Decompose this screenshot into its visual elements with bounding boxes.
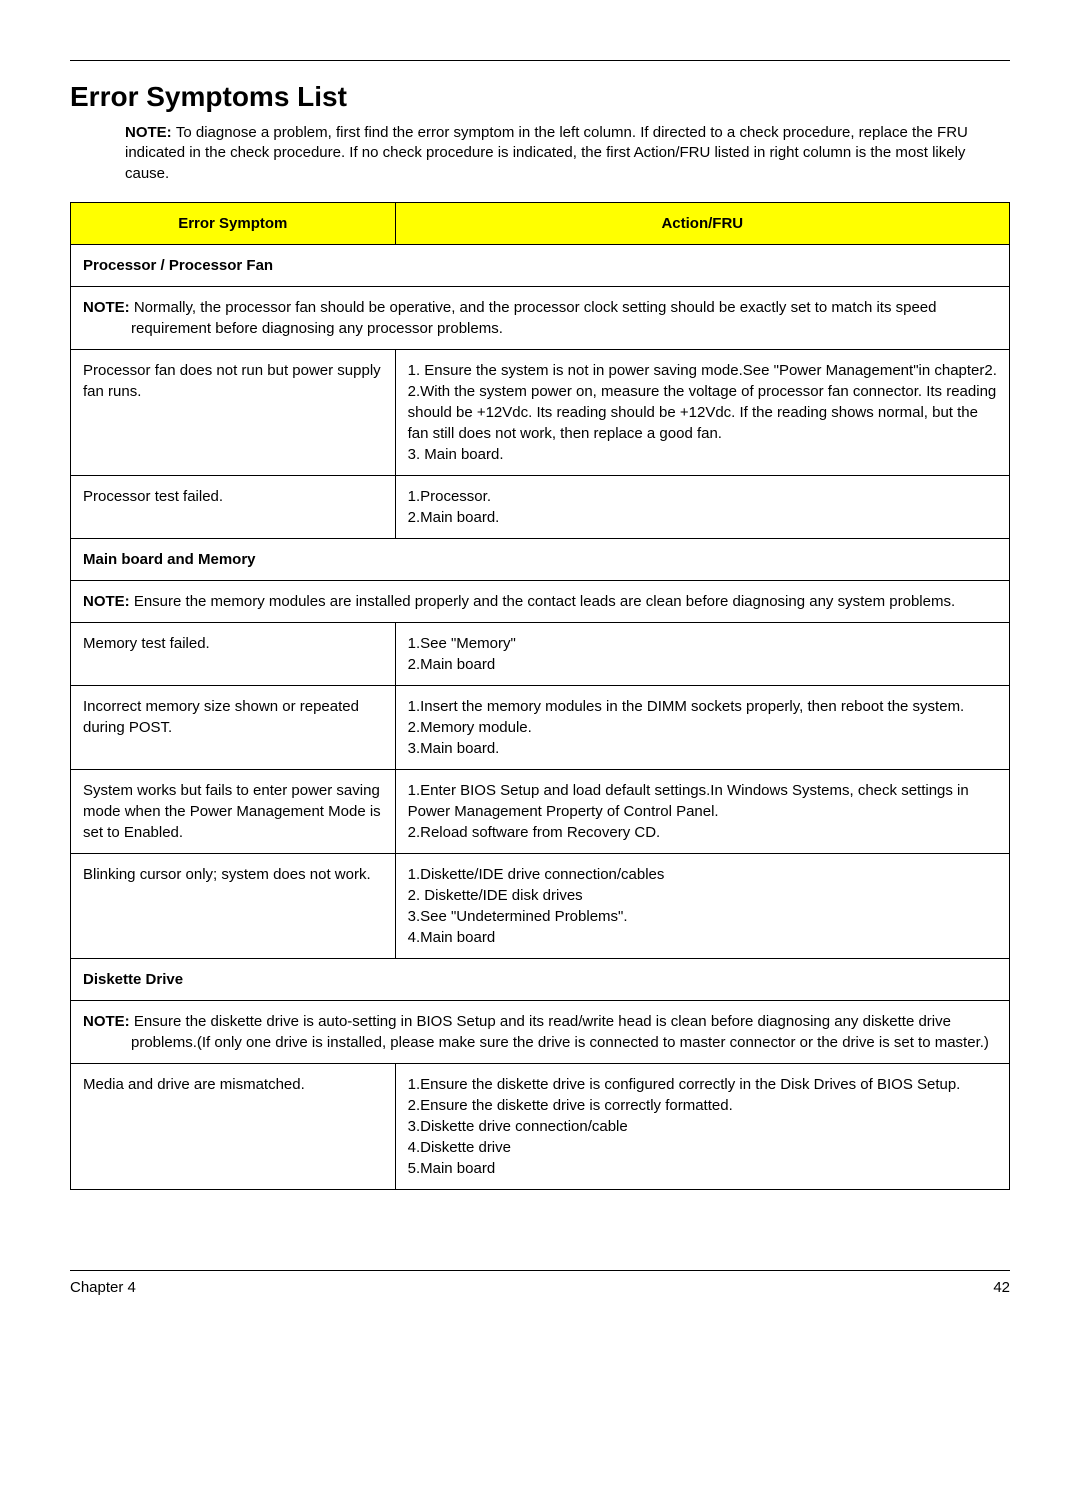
symptom-cell: Blinking cursor only; system does not wo…: [71, 853, 396, 958]
page-title: Error Symptoms List: [70, 81, 1010, 113]
symptom-cell: System works but fails to enter power sa…: [71, 769, 396, 853]
page-footer: Chapter 4 42: [70, 1270, 1010, 1296]
symptom-cell: Media and drive are mismatched.: [71, 1063, 396, 1189]
section-title: Main board and Memory: [71, 538, 1010, 580]
action-cell: 1.Processor. 2.Main board.: [395, 475, 1009, 538]
section-note: NOTE: Ensure the diskette drive is auto-…: [71, 1000, 1010, 1063]
action-cell: 1.Diskette/IDE drive connection/cables 2…: [395, 853, 1009, 958]
symptom-cell: Processor test failed.: [71, 475, 396, 538]
section-title: Diskette Drive: [71, 958, 1010, 1000]
note-label: NOTE:: [125, 124, 176, 141]
action-cell: 1. Ensure the system is not in power sav…: [395, 349, 1009, 475]
footer-right: 42: [993, 1279, 1010, 1296]
symptom-cell: Incorrect memory size shown or repeated …: [71, 685, 396, 769]
section-note: NOTE: Ensure the memory modules are inst…: [71, 580, 1010, 622]
error-symptoms-table: Error Symptom Action/FRU Processor / Pro…: [70, 202, 1010, 1190]
action-cell: 1.See "Memory" 2.Main board: [395, 622, 1009, 685]
symptom-cell: Memory test failed.: [71, 622, 396, 685]
header-symptom: Error Symptom: [71, 202, 396, 244]
top-note: NOTE: To diagnose a problem, first find …: [125, 123, 1010, 184]
action-cell: 1.Ensure the diskette drive is configure…: [395, 1063, 1009, 1189]
symptom-cell: Processor fan does not run but power sup…: [71, 349, 396, 475]
section-title: Processor / Processor Fan: [71, 244, 1010, 286]
section-note: NOTE: Normally, the processor fan should…: [71, 286, 1010, 349]
action-cell: 1.Insert the memory modules in the DIMM …: [395, 685, 1009, 769]
footer-left: Chapter 4: [70, 1279, 136, 1296]
note-text: To diagnose a problem, first find the er…: [125, 124, 968, 182]
header-action: Action/FRU: [395, 202, 1009, 244]
top-rule: [70, 60, 1010, 61]
action-cell: 1.Enter BIOS Setup and load default sett…: [395, 769, 1009, 853]
